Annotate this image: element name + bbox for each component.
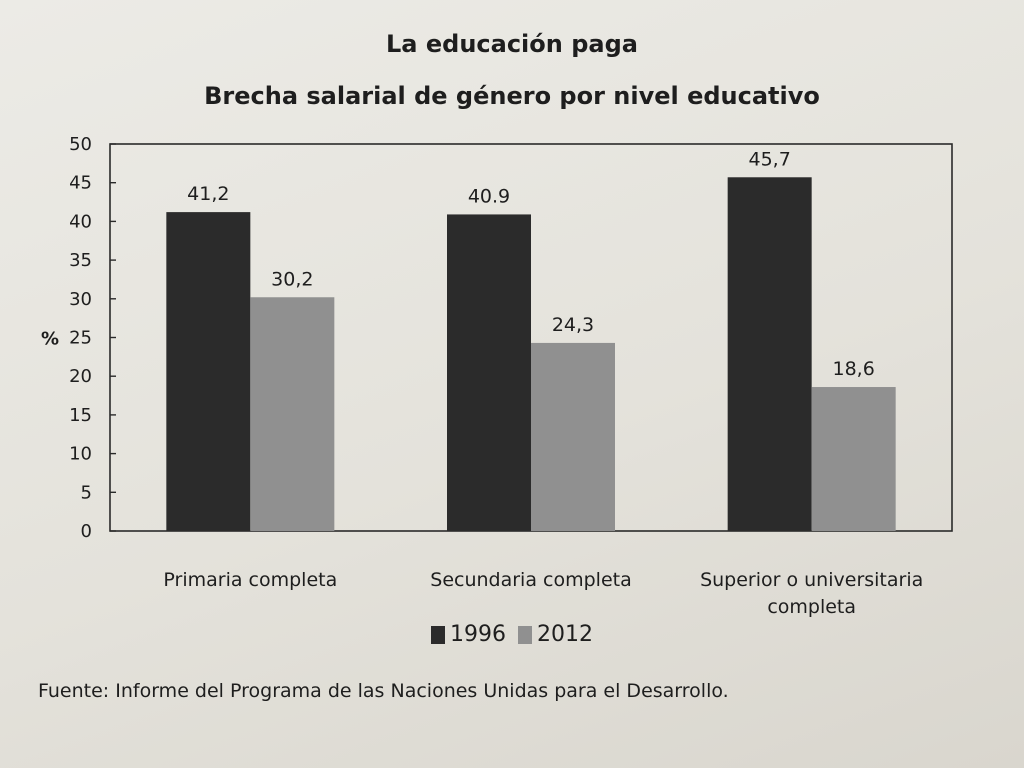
y-tick-label: 30 xyxy=(69,289,92,310)
legend-label: 2012 xyxy=(537,622,593,647)
y-tick-label: 25 xyxy=(69,328,92,349)
y-tick-label: 20 xyxy=(69,366,92,387)
category-label: Secundaria completa xyxy=(430,569,631,591)
chart-subtitle: Brecha salarial de género por nivel educ… xyxy=(204,82,820,110)
y-tick-label: 10 xyxy=(69,444,92,465)
y-tick-label: 45 xyxy=(69,173,92,194)
category-label: Primaria completa xyxy=(163,569,337,591)
data-label: 24,3 xyxy=(552,314,594,336)
bar-1996 xyxy=(166,212,251,531)
legend-item: 1996 xyxy=(431,622,506,647)
chart-title: La educación paga xyxy=(386,30,638,58)
data-label: 45,7 xyxy=(749,148,791,170)
y-tick-label: 50 xyxy=(69,134,92,155)
y-tick-label: 0 xyxy=(81,521,92,542)
data-label: 40.9 xyxy=(468,185,510,207)
category-label: Superior o universitaria xyxy=(700,569,923,591)
y-axis-label: % xyxy=(41,329,59,350)
y-tick-label: 5 xyxy=(81,482,92,503)
bar-2012 xyxy=(531,342,615,531)
legend-swatch xyxy=(431,625,445,644)
category-label: completa xyxy=(767,596,856,618)
bar-1996 xyxy=(727,177,812,532)
data-label: 41,2 xyxy=(187,183,229,205)
data-label: 30,2 xyxy=(271,268,313,290)
data-label: 18,6 xyxy=(833,358,875,380)
legend-item: 2012 xyxy=(518,622,593,647)
bar-2012 xyxy=(250,297,335,531)
legend-label: 1996 xyxy=(450,622,506,647)
y-tick-label: 35 xyxy=(69,250,92,271)
legend-swatch xyxy=(518,625,532,644)
y-tick-label: 40 xyxy=(69,211,92,232)
bar-2012 xyxy=(811,387,896,531)
y-tick-label: 15 xyxy=(69,405,92,426)
chart-legend: 1996 2012 xyxy=(0,622,1024,650)
bar-1996 xyxy=(447,214,531,531)
source-note: Fuente: Informe del Programa de las Naci… xyxy=(38,680,729,702)
